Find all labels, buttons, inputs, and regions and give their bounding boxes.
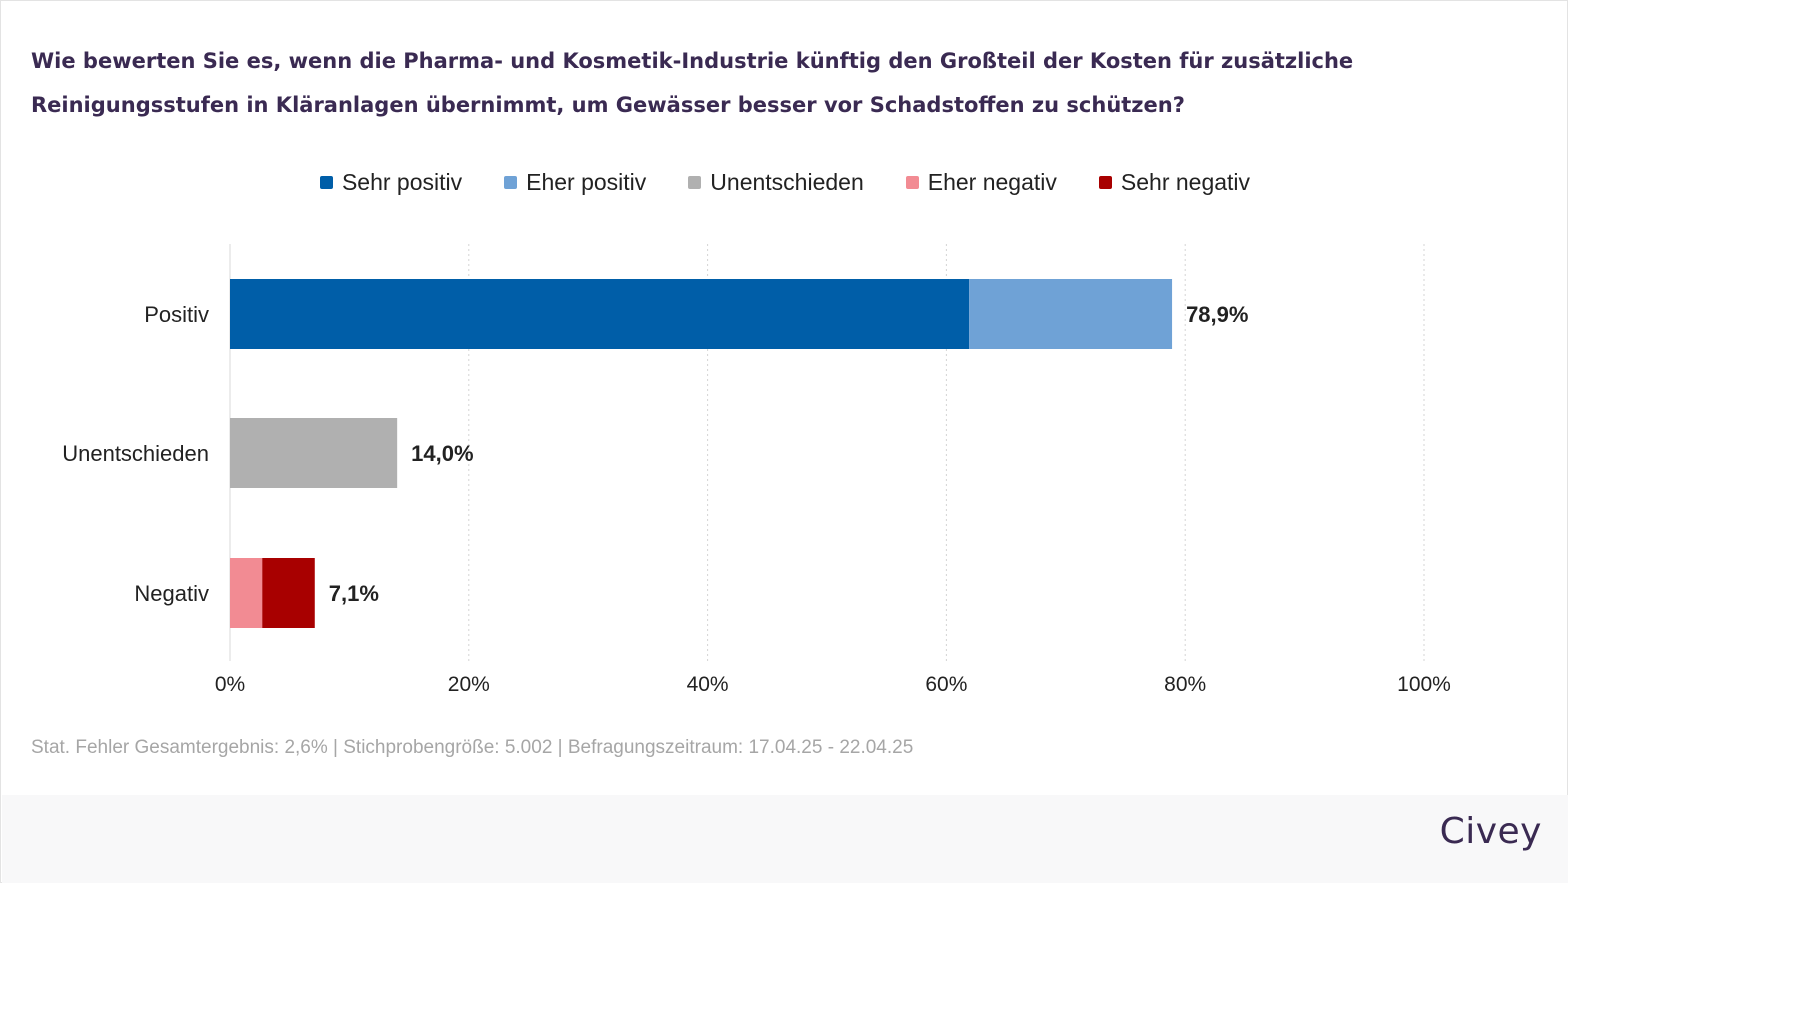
x-tick-label-0: 0% [215, 673, 245, 696]
legend-item-eher-positiv: Eher positiv [504, 169, 646, 196]
brand-logo: Civey [1439, 811, 1542, 852]
legend-item-sehr-negativ: Sehr negativ [1098, 169, 1251, 196]
legend-swatch-unentschieden [688, 176, 702, 189]
bar-negativ-sehr-negativ [262, 558, 315, 628]
x-tick-label-60: 60% [925, 673, 967, 696]
y-category-label-positiv: Positiv [144, 302, 209, 327]
legend-swatch-sehr-positiv [319, 176, 333, 189]
data-label-unentschieden: 14,0% [411, 441, 473, 466]
footer-bar: Civey [2, 795, 1568, 883]
bar-positiv-eher-positiv [969, 279, 1173, 349]
legend-label-sehr-positiv: Sehr positiv [341, 169, 463, 195]
bar-unentschieden-unentschieden [230, 418, 398, 488]
y-category-label-negativ: Negativ [134, 581, 209, 606]
legend-item-sehr-positiv: Sehr positiv [319, 169, 463, 196]
legend-label-eher-positiv: Eher positiv [526, 169, 647, 195]
bar-positiv-sehr-positiv [230, 279, 970, 349]
x-tick-label-40: 40% [687, 673, 729, 696]
legend-swatch-sehr-negativ [1098, 176, 1112, 189]
y-category-label-unentschieden: Unentschieden [62, 441, 209, 466]
legend-item-unentschieden: Unentschieden [688, 169, 864, 196]
legend-label-eher-negativ: Eher negativ [927, 169, 1057, 195]
data-label-negativ: 7,1% [329, 581, 379, 606]
chart-card: Wie bewerten Sie es, wenn die Pharma- un… [0, 0, 1568, 883]
data-label-positiv: 78,9% [1186, 302, 1248, 327]
legend-label-unentschieden: Unentschieden [710, 169, 864, 195]
x-tick-label-100: 100% [1397, 673, 1451, 696]
chart-title: Wie bewerten Sie es, wenn die Pharma- un… [31, 49, 1354, 117]
legend-item-eher-negativ: Eher negativ [905, 169, 1057, 196]
x-tick-label-80: 80% [1164, 673, 1206, 696]
legend-swatch-eher-negativ [905, 176, 919, 189]
x-tick-label-20: 20% [448, 673, 490, 696]
bar-chart: 0% 20% 40% 60% 80% 100% Positiv 78,9% Unentschie… [62, 244, 1451, 696]
legend-swatch-eher-positiv [504, 176, 518, 189]
methodology-note: Stat. Fehler Gesamtergebnis: 2,6% | Stic… [31, 737, 914, 758]
legend-label-sehr-negativ: Sehr negativ [1120, 169, 1251, 195]
bar-negativ-eher-negativ [230, 558, 263, 628]
chart-legend: Sehr positiv Eher positiv Unentschieden … [1, 169, 1569, 196]
